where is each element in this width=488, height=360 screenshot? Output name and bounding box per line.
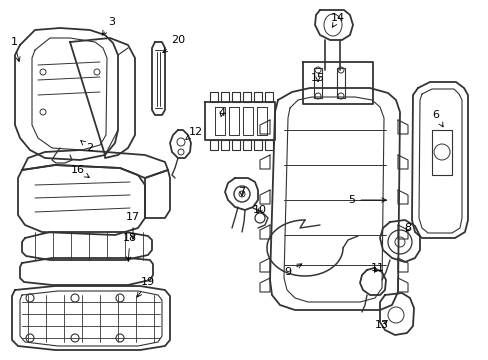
Text: 3: 3 bbox=[102, 17, 115, 35]
Text: 2: 2 bbox=[81, 141, 93, 153]
Text: 20: 20 bbox=[163, 35, 184, 53]
Text: 10: 10 bbox=[252, 205, 266, 215]
Text: 9: 9 bbox=[284, 264, 301, 277]
Text: 18: 18 bbox=[122, 233, 137, 261]
Text: 12: 12 bbox=[185, 127, 203, 139]
Text: 15: 15 bbox=[310, 73, 325, 83]
Text: 7: 7 bbox=[238, 187, 245, 197]
Text: 14: 14 bbox=[330, 13, 345, 27]
Text: 19: 19 bbox=[137, 277, 155, 297]
Text: 6: 6 bbox=[431, 110, 442, 127]
Text: 1: 1 bbox=[10, 37, 20, 62]
Text: 13: 13 bbox=[374, 320, 388, 330]
Text: 11: 11 bbox=[370, 263, 384, 273]
Text: 8: 8 bbox=[404, 223, 411, 233]
Text: 16: 16 bbox=[71, 165, 89, 177]
Text: 5: 5 bbox=[348, 195, 386, 205]
Text: 17: 17 bbox=[126, 212, 140, 239]
Text: 4: 4 bbox=[218, 108, 225, 118]
